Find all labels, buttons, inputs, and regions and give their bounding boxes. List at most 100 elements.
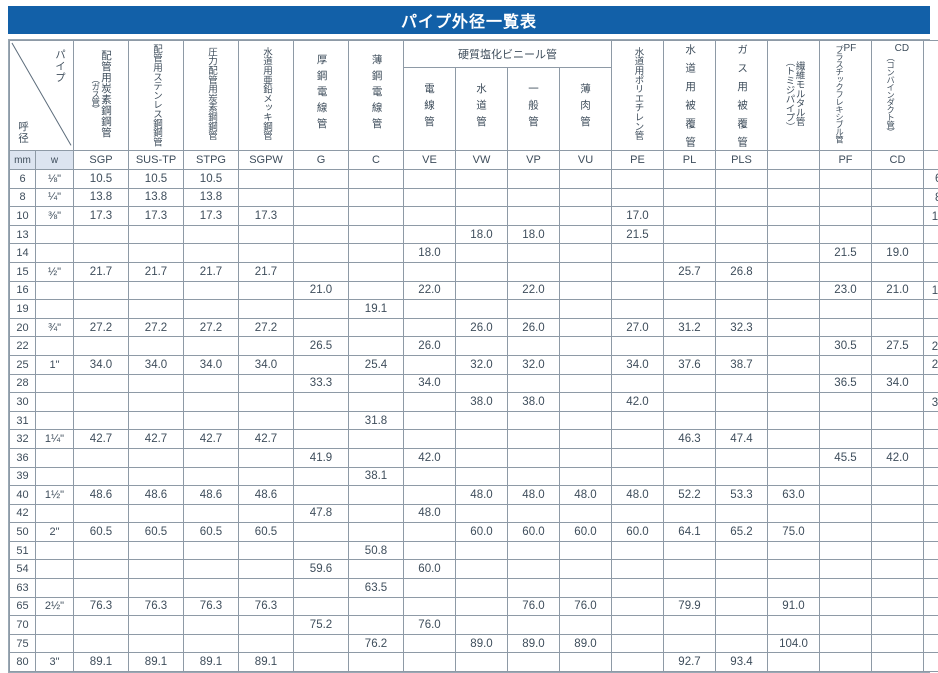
cell-cd [872,597,924,616]
nominal-size-inch [36,579,74,598]
cell-ve: 26.0 [404,337,456,356]
cell-g [294,262,349,281]
cell-vu [560,653,612,672]
cell-ve: 34.0 [404,374,456,393]
pipe-table-container: パイプ 呼径 配管用炭素鋼鋼管 （ガス管） 配管用ステンレス鋼鋼管 圧力配管用炭… [8,39,930,673]
cell-d-value: 16.2 [932,285,938,297]
cell-pls: 47.4 [716,430,768,449]
header-pf: PF プラスチックフレキシブル管 [820,41,872,151]
nominal-size-inch [36,411,74,430]
cell-d [924,653,938,672]
cell-c [349,393,404,412]
cell-vw: 38.0 [456,393,508,412]
cell-vu [560,616,612,635]
header-pls-name: ガス用被覆管 [736,44,747,144]
cell-sgp: 21.7 [74,262,129,281]
cell-tomi [768,579,820,598]
cell-ve [404,579,456,598]
cell-g: 33.3 [294,374,349,393]
header-vw-name: 水道管 [474,71,489,145]
cell-sgp [74,281,129,300]
cell-d [924,560,938,579]
cell-vp: 18.0 [508,225,560,244]
cell-pl [664,504,716,523]
cell-vp [508,467,560,486]
cell-vp: 26.0 [508,318,560,337]
cell-g [294,541,349,560]
cell-d: 6.1+0.2 [924,170,938,189]
cell-stpg [184,393,239,412]
cell-cd [872,262,924,281]
cell-g [294,597,349,616]
nominal-size-inch: 1" [36,355,74,374]
cell-cd [872,411,924,430]
nominal-size-mm: 10 [10,207,36,226]
cell-vu [560,244,612,263]
cell-sustp [129,579,184,598]
cell-c [349,170,404,189]
cell-ve: 60.0 [404,560,456,579]
cell-pf: 36.5 [820,374,872,393]
nominal-size-inch: 1¼" [36,430,74,449]
nominal-size-inch: 2½" [36,597,74,616]
cell-d: 22.3+0.3 [924,337,938,356]
cell-d [924,318,938,337]
cell-g [294,634,349,653]
cell-stpg [184,541,239,560]
cell-c [349,281,404,300]
cell-pe: 27.0 [612,318,664,337]
cell-tomi: 91.0 [768,597,820,616]
cell-d [924,486,938,505]
page-title: パイプ外径一覧表 [8,6,930,34]
table-row: 8¼"13.813.813.88.1+0.2 [10,188,938,207]
cell-vu [560,281,612,300]
cell-sgp [74,244,129,263]
header-stpg: 圧力配管用炭素鋼鋼管 [184,41,239,151]
cell-pl [664,411,716,430]
cell-vp: 76.0 [508,597,560,616]
cell-c [349,225,404,244]
cell-c [349,430,404,449]
cell-sustp [129,225,184,244]
cell-pf [820,225,872,244]
cell-ve [404,467,456,486]
cell-vw [456,300,508,319]
cell-sgpw [239,634,294,653]
cell-pl [664,374,716,393]
cell-vu: 60.0 [560,523,612,542]
cell-stpg: 10.5 [184,170,239,189]
cell-g: 21.0 [294,281,349,300]
cell-pl [664,300,716,319]
code-vp: VP [508,151,560,170]
cell-pf: 23.0 [820,281,872,300]
nominal-size-mm: 36 [10,448,36,467]
cell-cd [872,225,924,244]
cell-cd: 21.0 [872,281,924,300]
cell-pls [716,541,768,560]
cell-vw [456,207,508,226]
cell-pf [820,207,872,226]
nominal-size-mm: 80 [10,653,36,672]
header-group-pvc: 硬質塩化ビニール管 [404,41,612,68]
cell-pe [612,579,664,598]
cell-c [349,374,404,393]
cell-stpg [184,579,239,598]
cell-pf [820,597,872,616]
cell-sgp: 13.8 [74,188,129,207]
cell-sustp [129,504,184,523]
cell-g: 59.6 [294,560,349,579]
cell-sustp: 76.3 [129,597,184,616]
cell-vu [560,504,612,523]
cell-d [924,541,938,560]
nominal-size-mm: 31 [10,411,36,430]
cell-sgpw: 34.0 [239,355,294,374]
cell-vw [456,170,508,189]
cell-stpg [184,281,239,300]
cell-pl [664,634,716,653]
cell-g [294,188,349,207]
